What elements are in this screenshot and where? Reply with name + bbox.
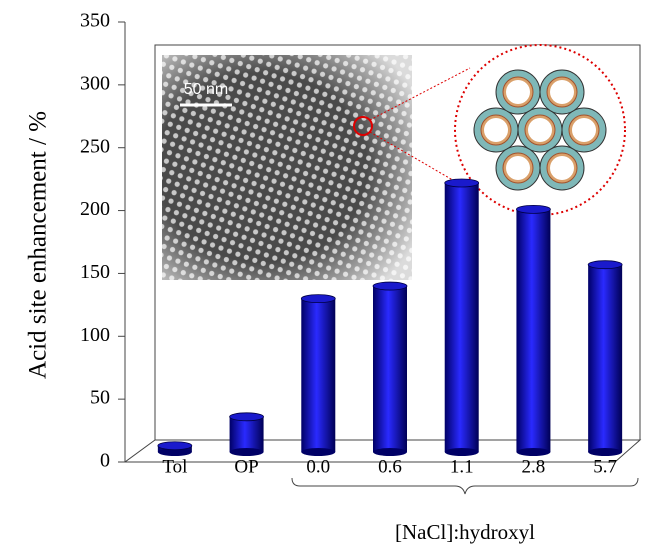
bar-top (587, 260, 623, 270)
pore-core (550, 80, 574, 104)
bar-bottom (301, 448, 336, 456)
bar-top (444, 178, 480, 188)
bar-body (301, 298, 336, 452)
x-tick-label: 1.1 (450, 456, 474, 477)
frame (124, 22, 642, 463)
bar (444, 178, 480, 456)
bar-body (229, 416, 264, 452)
x-tick-label: 5.7 (593, 456, 617, 477)
y-tick-label: 0 (100, 450, 110, 472)
x-tick-label: OP (234, 456, 258, 477)
bar-top (516, 204, 551, 214)
bar-body (516, 209, 551, 452)
bar (516, 204, 551, 456)
group-brace (291, 477, 639, 495)
pore-core (506, 80, 530, 104)
x-tick-label: 0.0 (306, 456, 330, 477)
y-tick-label: 350 (80, 10, 110, 32)
tem-fade (162, 55, 412, 280)
pore-core (550, 156, 574, 180)
pore-core (506, 156, 530, 180)
bar-top (229, 412, 264, 422)
bar-body (588, 264, 623, 452)
pore-core (484, 118, 508, 142)
x-tick-label: 0.6 (378, 456, 402, 477)
bar (157, 441, 193, 456)
pore-core (572, 118, 596, 142)
highlight (353, 116, 373, 136)
y-axis-title: Acid site enhancement / % (25, 111, 52, 379)
scale-label: 50 nm (184, 81, 228, 98)
x-tick-label: 2.8 (522, 456, 546, 477)
y-tick-label: 100 (80, 324, 110, 346)
pore-diagram (473, 69, 607, 191)
inset-image: 50 nm (162, 44, 626, 280)
pore-core (528, 118, 552, 142)
bar-top (157, 441, 193, 451)
y-tick-label: 150 (80, 261, 110, 283)
y-tick-label: 200 (80, 198, 110, 220)
y-tick-label: 50 (90, 387, 110, 409)
x-tick-label: Tol (162, 456, 187, 477)
bar-bottom (157, 448, 192, 456)
bar-bottom (229, 448, 264, 456)
bar (300, 294, 336, 456)
bar-top (372, 281, 408, 291)
bar-bottom (516, 448, 551, 456)
bar-bottom (588, 448, 623, 456)
y-tick-label: 300 (80, 72, 110, 94)
group-label: [NaCl]:hydroxyl (395, 520, 535, 544)
y-tick-label: 250 (80, 135, 110, 157)
bar (229, 412, 264, 456)
back-wall (154, 44, 641, 440)
bar-top (300, 294, 336, 304)
floor (124, 439, 642, 463)
bar (372, 281, 408, 456)
bar-body (373, 286, 407, 452)
bar-bottom (444, 448, 479, 456)
bar-body (444, 182, 479, 452)
zoom-line (369, 67, 471, 121)
bar-bottom (373, 448, 407, 456)
bar (587, 260, 623, 456)
